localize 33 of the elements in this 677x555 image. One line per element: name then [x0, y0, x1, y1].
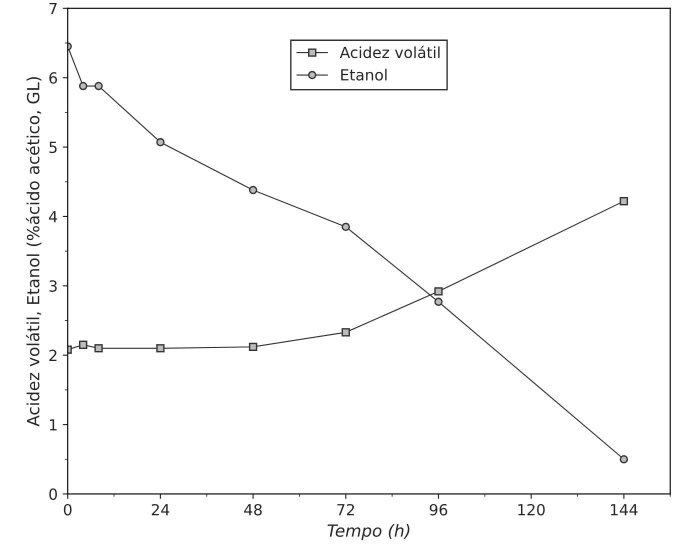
point — [94, 82, 103, 90]
legend-label: Etanol — [341, 68, 387, 81]
point — [342, 222, 350, 232]
x-tick-label: 144 — [610, 504, 638, 516]
y-tick-label: 7 — [50, 2, 57, 14]
y-tick-label: 0 — [49, 488, 57, 500]
y-tick-label: 4 — [49, 211, 58, 222]
x-axis-title: Tempo (h) — [328, 524, 410, 540]
y-tick-label: 2 — [49, 350, 56, 362]
y-tick-label: 3 — [49, 280, 57, 292]
x-tick-label: 24 — [152, 504, 170, 516]
point — [434, 298, 443, 306]
point — [78, 82, 88, 90]
point — [620, 455, 628, 464]
legend-label: Acidez volátil — [340, 46, 440, 58]
x-tick-label: 72 — [337, 504, 354, 516]
point — [434, 287, 443, 296]
x-tick-label: 96 — [430, 504, 448, 516]
point — [342, 328, 350, 336]
y-tick-label: 6 — [49, 72, 58, 84]
x-tick-label: 120 — [518, 504, 545, 516]
y-tick-label: 5 — [49, 142, 57, 154]
point — [78, 340, 88, 349]
x-tick-label: 0 — [64, 504, 72, 516]
x-tick-label: 48 — [244, 504, 262, 516]
y-axis-title: Acidez volátil, Etanol (%ácido acético, GL) — [26, 77, 42, 426]
point — [248, 186, 258, 194]
point — [156, 344, 165, 352]
point — [94, 344, 103, 352]
point — [248, 342, 258, 352]
point — [156, 138, 165, 146]
y-tick-label: 1 — [50, 419, 57, 430]
point — [620, 197, 628, 206]
